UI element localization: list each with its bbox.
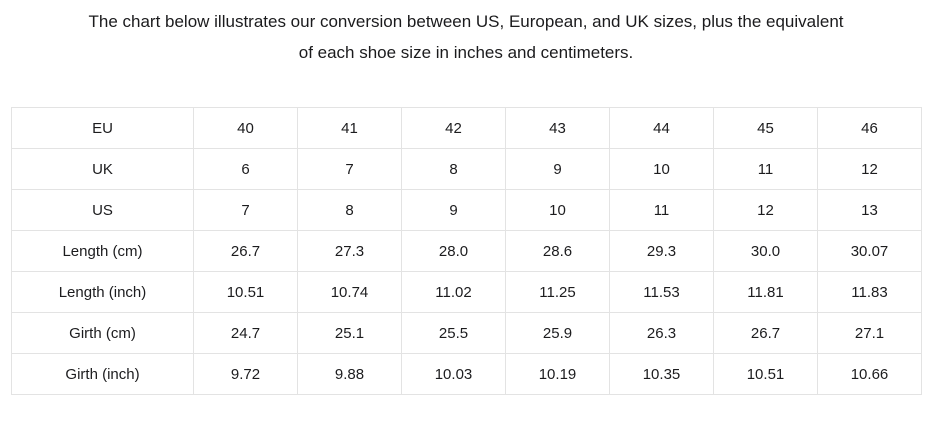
size-chart-section: The chart below illustrates our conversi…: [0, 0, 932, 395]
value-cell: 10: [609, 148, 714, 190]
value-cell: 12: [713, 189, 818, 231]
title-line-1: The chart below illustrates our conversi…: [88, 12, 844, 31]
value-cell: 26.7: [713, 312, 818, 354]
value-cell: 27.1: [817, 312, 922, 354]
table-row-length-inch: Length (inch) 10.51 10.74 11.02 11.25 11…: [11, 271, 922, 313]
value-cell: 24.7: [193, 312, 298, 354]
value-cell: 44: [609, 107, 714, 149]
value-cell: 9: [401, 189, 506, 231]
value-cell: 45: [713, 107, 818, 149]
value-cell: 42: [401, 107, 506, 149]
table-row-eu: EU 40 41 42 43 44 45 46: [11, 107, 922, 149]
value-cell: 10: [505, 189, 610, 231]
value-cell: 43: [505, 107, 610, 149]
row-label: Length (inch): [11, 271, 194, 313]
value-cell: 41: [297, 107, 402, 149]
value-cell: 30.07: [817, 230, 922, 272]
value-cell: 26.3: [609, 312, 714, 354]
value-cell: 25.9: [505, 312, 610, 354]
table-row-girth-cm: Girth (cm) 24.7 25.1 25.5 25.9 26.3 26.7…: [11, 312, 922, 354]
value-cell: 8: [297, 189, 402, 231]
value-cell: 8: [401, 148, 506, 190]
value-cell: 11.53: [609, 271, 714, 313]
table-row-uk: UK 6 7 8 9 10 11 12: [11, 148, 922, 190]
value-cell: 9.88: [297, 353, 402, 395]
table-row-length-cm: Length (cm) 26.7 27.3 28.0 28.6 29.3 30.…: [11, 230, 922, 272]
value-cell: 25.5: [401, 312, 506, 354]
row-label: Girth (cm): [11, 312, 194, 354]
row-label: US: [11, 189, 194, 231]
value-cell: 10.03: [401, 353, 506, 395]
value-cell: 46: [817, 107, 922, 149]
value-cell: 25.1: [297, 312, 402, 354]
value-cell: 29.3: [609, 230, 714, 272]
value-cell: 26.7: [193, 230, 298, 272]
value-cell: 10.51: [713, 353, 818, 395]
value-cell: 7: [297, 148, 402, 190]
size-conversion-table: EU 40 41 42 43 44 45 46 UK 6 7 8 9 10 11…: [11, 107, 922, 395]
title-line-2: of each shoe size in inches and centimet…: [298, 43, 634, 62]
value-cell: 13: [817, 189, 922, 231]
value-cell: 10.35: [609, 353, 714, 395]
row-label: Length (cm): [11, 230, 194, 272]
row-label: EU: [11, 107, 194, 149]
row-label: UK: [11, 148, 194, 190]
value-cell: 11.83: [817, 271, 922, 313]
value-cell: 27.3: [297, 230, 402, 272]
value-cell: 11: [609, 189, 714, 231]
value-cell: 11.02: [401, 271, 506, 313]
value-cell: 10.19: [505, 353, 610, 395]
value-cell: 7: [193, 189, 298, 231]
value-cell: 6: [193, 148, 298, 190]
row-label: Girth (inch): [11, 353, 194, 395]
value-cell: 10.74: [297, 271, 402, 313]
value-cell: 11.25: [505, 271, 610, 313]
value-cell: 30.0: [713, 230, 818, 272]
value-cell: 11: [713, 148, 818, 190]
value-cell: 9: [505, 148, 610, 190]
value-cell: 9.72: [193, 353, 298, 395]
table-row-us: US 7 8 9 10 11 12 13: [11, 189, 922, 231]
value-cell: 10.51: [193, 271, 298, 313]
value-cell: 11.81: [713, 271, 818, 313]
page-title: The chart below illustrates our conversi…: [0, 0, 932, 68]
table-row-girth-inch: Girth (inch) 9.72 9.88 10.03 10.19 10.35…: [11, 353, 922, 395]
value-cell: 12: [817, 148, 922, 190]
value-cell: 10.66: [817, 353, 922, 395]
value-cell: 28.0: [401, 230, 506, 272]
value-cell: 40: [193, 107, 298, 149]
value-cell: 28.6: [505, 230, 610, 272]
